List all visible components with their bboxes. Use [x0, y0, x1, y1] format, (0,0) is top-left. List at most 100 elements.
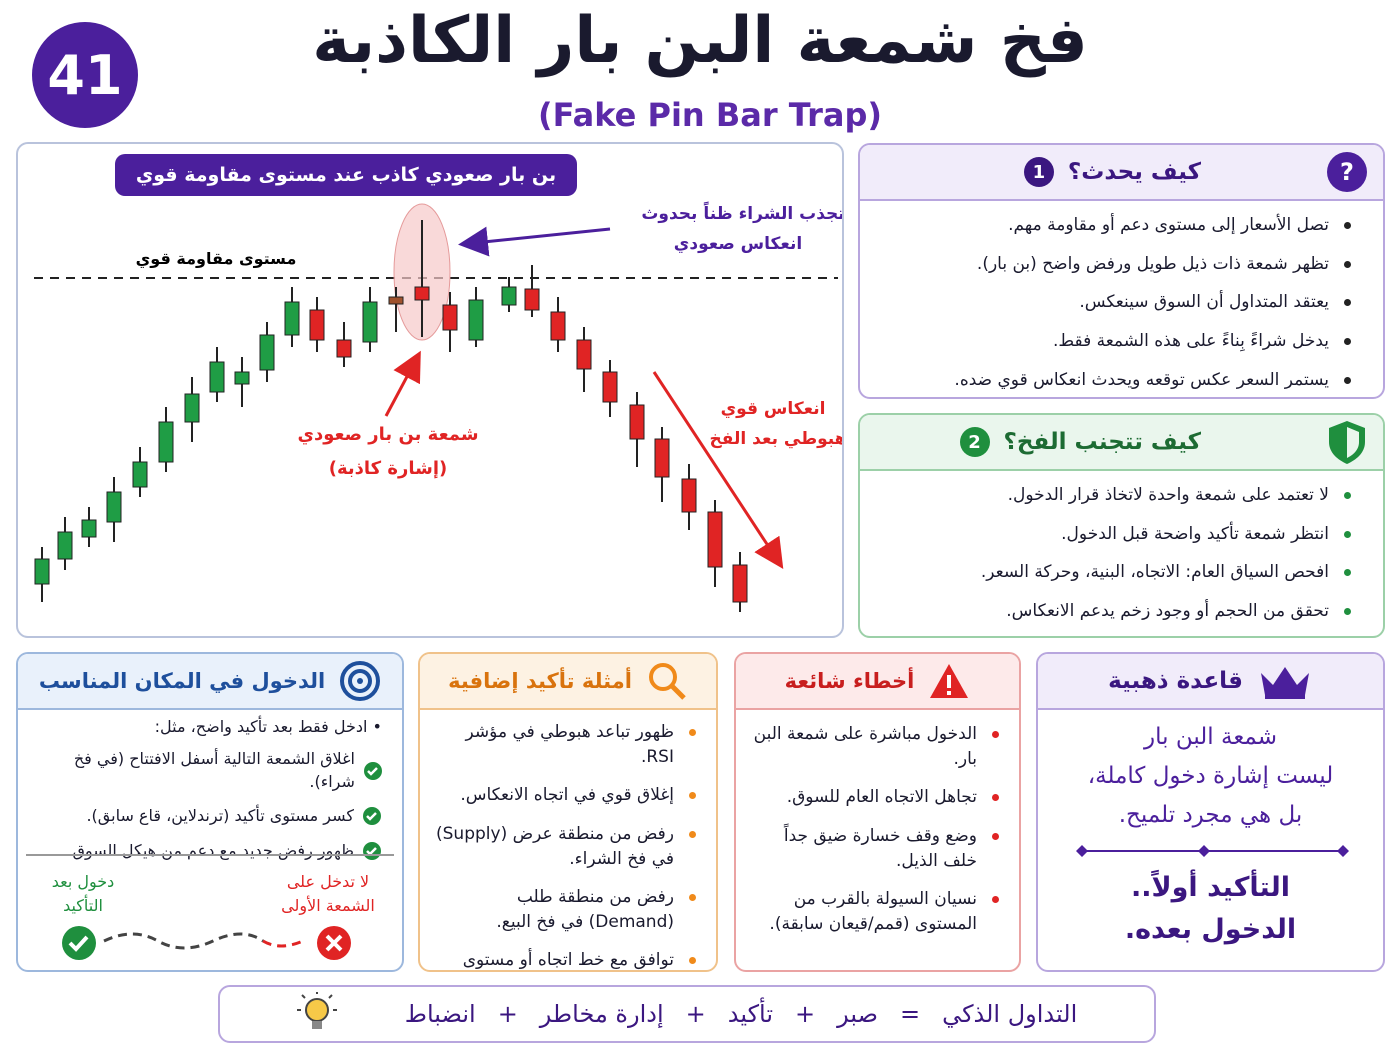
- list-item: ظهور تباعد هبوطي في مؤشر RSI.: [430, 720, 700, 769]
- drop-label-1: انعكاس قوي: [721, 399, 826, 419]
- formula: التداول الذكي = صبر + تأكيد + إدارة مخاطر + انضب…: [405, 1000, 1077, 1028]
- formula-term: +: [497, 1000, 518, 1028]
- golden-emphasis-line: الدخول بعده.: [1124, 914, 1297, 946]
- candle-body: [336, 339, 352, 358]
- candle-body: [681, 478, 697, 513]
- svg-text:?: ?: [1340, 158, 1354, 186]
- list-item: إغلاق قوي في اتجاه الانعكاس.: [430, 783, 700, 808]
- candle-body: [106, 491, 122, 523]
- good-label: دخول بعد التأكيد: [38, 870, 128, 918]
- entry-title: الدخول في المكان المناسب: [38, 669, 326, 693]
- bad-label: لا تدخل على الشمعة الأولى: [263, 870, 393, 918]
- list-item: رفض من منطقة عرض (Supply) في فخ الشراء.: [430, 822, 700, 871]
- bulb-icon: [296, 992, 337, 1029]
- list-item: تصل الأسعار إلى مستوى دعم أو مقاومة مهم.: [878, 213, 1355, 238]
- list-item: توافق مع خط اتجاه أو مستوى فيبوناتشي.: [430, 948, 700, 970]
- candle-body: [234, 371, 250, 385]
- check-icon: [363, 761, 382, 780]
- list-item: انتظر شمعة تأكيد واضحة قبل الدخول.: [878, 522, 1355, 547]
- candle-body: [284, 301, 300, 336]
- candle-chart: بن بار صعودي كاذب عند مستوى مقاومة قوي م…: [34, 154, 844, 612]
- resistance-label: مستوى مقاومة قوي: [136, 249, 297, 269]
- candle-body: [629, 404, 645, 440]
- check-mark: [366, 812, 377, 822]
- banner-bg: [115, 154, 577, 196]
- golden-line: بل هي مجرد تلميح.: [1118, 802, 1303, 829]
- candle-body: [707, 511, 723, 568]
- golden-line: شمعة البن بار: [1144, 724, 1277, 750]
- check-text: كسر مستوى تأكيد (ترندلاين، قاع سابق).: [86, 806, 354, 826]
- pin-label-2: (إشارة كاذبة): [329, 458, 447, 479]
- check-icon: [363, 807, 381, 826]
- drop-arrow: [652, 371, 784, 570]
- how-list: تصل الأسعار إلى مستوى دعم أو مقاومة مهم.…: [860, 201, 1383, 392]
- formula-term: +: [685, 1000, 706, 1028]
- candle-body: [309, 309, 325, 341]
- list-item: نسيان السيولة بالقرب من المستوى (قمم/قيع…: [746, 887, 1003, 936]
- candle-body: [524, 288, 540, 311]
- list-item: الدخول مباشرة على شمعة البن بار.: [746, 722, 1003, 771]
- candle-body: [81, 519, 97, 538]
- avoid-panel: كيف تتجنب الفخ؟ 2 لا تعتمد على شمعة واحد…: [858, 413, 1385, 638]
- golden-emphasis-line: التأكيد أولاً..: [1131, 872, 1290, 904]
- how-panel: ? كيف يحدث؟ 1 تصل الأسعار إلى مستوى دعم …: [858, 143, 1385, 399]
- pin-label-1: شمعة بن بار صعودي: [297, 424, 478, 445]
- subtitle: (Fake Pin Bar Trap): [538, 96, 882, 134]
- entry-path: [62, 926, 351, 960]
- avoid-list: لا تعتمد على شمعة واحدة لاتخاذ قرار الدخ…: [860, 471, 1383, 624]
- candle-body: [732, 564, 748, 603]
- footer: التداول الذكي = صبر + تأكيد + إدارة مخاطر + انضب…: [218, 985, 1156, 1043]
- candle-body: [209, 361, 225, 393]
- drop-label-2: هبوطي بعد الفخ: [710, 429, 844, 449]
- formula-term: إدارة مخاطر: [539, 1000, 664, 1028]
- bad-label-1: لا تدخل على: [286, 872, 370, 891]
- list-item: وضع وقف خسارة ضيق جداً خلف الذيل.: [746, 824, 1003, 873]
- avoid-title: كيف تتجنب الفخ؟: [1003, 429, 1202, 455]
- candle-body: [184, 393, 200, 423]
- golden-lines: شمعة البن بار ليست إشارة دخول كاملة، بل هي…: [1038, 710, 1383, 835]
- question-icon: ?: [1327, 152, 1367, 192]
- candles: [34, 220, 748, 612]
- shield-icon: [1329, 421, 1365, 464]
- check-mark: [366, 846, 377, 856]
- check-text: اغلاق الشمعة التالية أسفل الافتتاح (في ف…: [73, 749, 355, 791]
- candle-body: [442, 304, 458, 331]
- list-item: لا تعتمد على شمعة واحدة لاتخاذ قرار الدخ…: [878, 483, 1355, 508]
- candle-body: [414, 286, 430, 301]
- candle-body: [501, 286, 517, 306]
- pin-arrow: [384, 350, 421, 417]
- warning-icon: [930, 664, 969, 698]
- good-label-2: التأكيد: [63, 896, 103, 915]
- divider: [1076, 845, 1349, 858]
- list-item: يعتقد المتداول أن السوق سينعكس.: [878, 290, 1355, 315]
- callout-top-2: انعكاس صعودي: [674, 234, 802, 254]
- target-icon: [340, 661, 381, 701]
- check-text: ظهور رفض جديد مع دعم من هيكل السوق.: [67, 840, 354, 860]
- how-number: 1: [1023, 157, 1054, 187]
- how-title: كيف يحدث؟: [1067, 159, 1201, 185]
- mistakes-list: الدخول مباشرة على شمعة البن بار. تجاهل ال…: [736, 710, 1019, 936]
- banner: بن بار صعودي كاذب عند مستوى مقاومة قوي: [136, 164, 556, 187]
- candle-body: [362, 301, 378, 343]
- candle-body: [259, 334, 275, 371]
- crown-icon: [1260, 667, 1309, 699]
- list-item: يدخل شراءً بِناءً على هذه الشمعة فقط.: [878, 329, 1355, 354]
- list-item: تظهر شمعة ذات ذيل طويل ورفض واضح (بن بار…: [878, 252, 1355, 277]
- examples-title: أمثلة تأكيد إضافية: [448, 669, 632, 693]
- candle-body: [576, 339, 592, 370]
- candle-body: [158, 421, 174, 463]
- check-row: كسر مستوى تأكيد (ترندلاين، قاع سابق).: [38, 805, 382, 827]
- check-row: اغلاق الشمعة التالية أسفل الافتتاح (في ف…: [38, 748, 382, 793]
- candle-body: [132, 461, 148, 488]
- formula-term: صبر: [837, 1000, 878, 1028]
- candle-body: [654, 438, 670, 478]
- mistakes-title: أخطاء شائعة: [784, 669, 915, 693]
- entry-intro-text: ادخل فقط بعد تأكيد واضح، مثل:: [154, 717, 368, 736]
- candle-body: [602, 371, 618, 403]
- list-item: تحقق من الحجم أو وجود زخم يدعم الانعكاس.: [878, 599, 1355, 624]
- list-item: رفض من منطقة طلب (Demand) في فخ البيع.: [430, 885, 700, 934]
- callout-arrow: [458, 226, 611, 257]
- candle-body: [34, 558, 50, 585]
- entry-checks: اغلاق الشمعة التالية أسفل الافتتاح (في ف…: [38, 748, 382, 862]
